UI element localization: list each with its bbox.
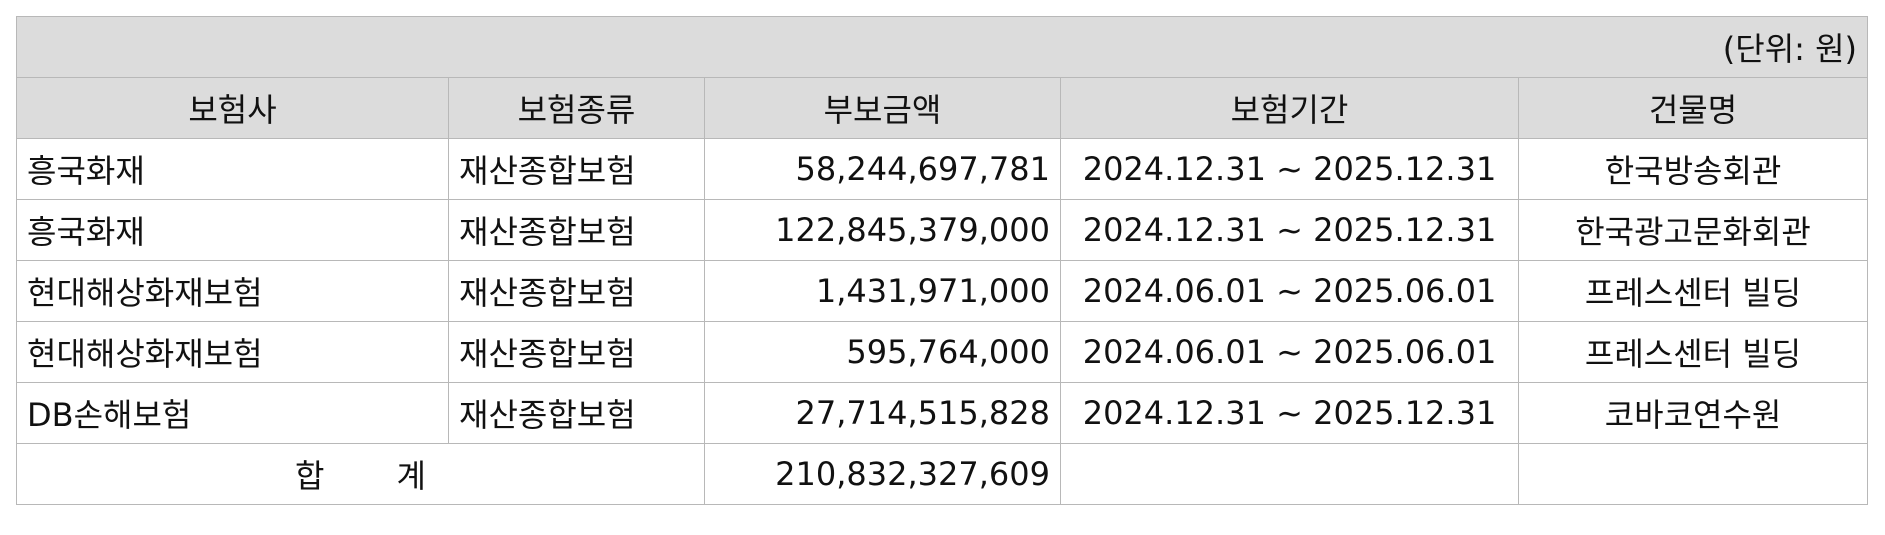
total-empty-cell (1517, 443, 1869, 505)
insurer-cell: 흥국화재 (16, 138, 449, 200)
insurance-period-cell: 2024.06.01 ~ 2025.06.01 (1060, 260, 1519, 322)
total-label-part2: 계 (396, 457, 426, 495)
header-insurance-period: 보험기간 (1060, 77, 1519, 139)
building-name-cell: 한국광고문화회관 (1517, 199, 1869, 261)
insurance-period-cell: 2024.12.31 ~ 2025.12.31 (1060, 199, 1519, 261)
unit-row: (단위: 원) (15, 16, 1869, 78)
insurer-cell: DB손해보험 (16, 382, 449, 444)
building-name-cell: 프레스센터 빌딩 (1517, 321, 1869, 383)
insurance-type-cell: 재산종합보험 (448, 382, 705, 444)
building-name-cell: 프레스센터 빌딩 (1517, 260, 1869, 322)
total-empty-cell (1060, 443, 1519, 505)
header-insured-amount: 부보금액 (704, 77, 1061, 139)
insurance-type-cell: 재산종합보험 (448, 138, 705, 200)
insured-amount-cell: 595,764,000 (704, 321, 1061, 383)
table-row: 현대해상화재보험 재산종합보험 1,431,971,000 2024.06.01… (16, 260, 1869, 322)
header-insurer: 보험사 (16, 77, 449, 139)
header-insurance-type: 보험종류 (448, 77, 705, 139)
building-name-cell: 코바코연수원 (1517, 382, 1869, 444)
insurance-type-cell: 재산종합보험 (448, 260, 705, 322)
header-row: 보험사 보험종류 부보금액 보험기간 건물명 (16, 77, 1869, 139)
insurer-cell: 현대해상화재보험 (16, 260, 449, 322)
table-row: 현대해상화재보험 재산종합보험 595,764,000 2024.06.01 ~… (16, 321, 1869, 383)
insurance-period-cell: 2024.06.01 ~ 2025.06.01 (1060, 321, 1519, 383)
insurance-table-container: (단위: 원) 보험사 보험종류 부보금액 보험기간 건물명 흥국화재 재산종합… (15, 16, 1869, 505)
insured-amount-cell: 1,431,971,000 (704, 260, 1061, 322)
insurance-type-cell: 재산종합보험 (448, 321, 705, 383)
total-amount-cell: 210,832,327,609 (704, 443, 1061, 505)
insurance-type-cell: 재산종합보험 (448, 199, 705, 261)
insured-amount-cell: 122,845,379,000 (704, 199, 1061, 261)
table-row: 흥국화재 재산종합보험 122,845,379,000 2024.12.31 ~… (16, 199, 1869, 261)
unit-note: (단위: 원) (15, 16, 1869, 78)
insurer-cell: 현대해상화재보험 (16, 321, 449, 383)
total-label-part1: 합 (295, 457, 325, 495)
insurance-table: (단위: 원) 보험사 보험종류 부보금액 보험기간 건물명 흥국화재 재산종합… (15, 16, 1869, 505)
insurer-cell: 흥국화재 (16, 199, 449, 261)
table-row: DB손해보험 재산종합보험 27,714,515,828 2024.12.31 … (16, 382, 1869, 444)
insured-amount-cell: 27,714,515,828 (704, 382, 1061, 444)
insured-amount-cell: 58,244,697,781 (704, 138, 1061, 200)
insurance-period-cell: 2024.12.31 ~ 2025.12.31 (1060, 138, 1519, 200)
insurance-period-cell: 2024.12.31 ~ 2025.12.31 (1060, 382, 1519, 444)
header-building-name: 건물명 (1517, 77, 1869, 139)
table-row: 흥국화재 재산종합보험 58,244,697,781 2024.12.31 ~ … (16, 138, 1869, 200)
building-name-cell: 한국방송회관 (1517, 138, 1869, 200)
